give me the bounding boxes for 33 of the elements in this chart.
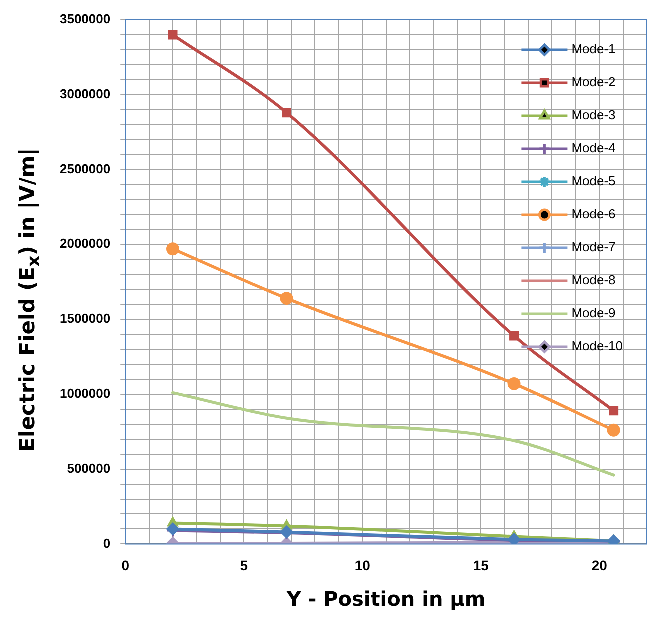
y-tick-label: 3500000 [60, 12, 111, 27]
x-axis-title: Y - Position in µm [286, 587, 486, 612]
y-tick-label: 1500000 [60, 311, 111, 326]
x-tick-label: 20 [592, 557, 608, 574]
y-tick-label: 0 [103, 536, 111, 551]
legend-label: Mode-3 [572, 108, 616, 123]
line-series [172, 391, 616, 477]
y-tick-label: 500000 [67, 460, 111, 476]
point [168, 30, 178, 40]
point [510, 331, 520, 341]
legend-label: Mode-7 [572, 240, 616, 255]
x-tick-label: 15 [473, 557, 490, 574]
point [607, 424, 620, 437]
point [282, 108, 292, 118]
y-tick-label: 2500000 [60, 161, 111, 176]
legend-label: Mode-8 [572, 272, 616, 288]
point [609, 406, 619, 416]
legend-label: Mode-4 [572, 140, 616, 156]
legend-label: Mode-6 [572, 206, 616, 222]
point [166, 242, 180, 256]
legend-label: Mode-2 [572, 74, 616, 90]
y-tick-label: 1000000 [60, 386, 111, 402]
x-tick-label: 0 [122, 557, 130, 574]
point [280, 292, 294, 306]
x-tick-label: 5 [240, 557, 248, 574]
legend-label: Mode-5 [572, 174, 616, 189]
point [508, 377, 521, 390]
y-tick-label: 2000000 [60, 236, 111, 252]
y-tick-label: 3000000 [60, 86, 111, 102]
legend-label: Mode-10 [572, 338, 624, 354]
legend-label: Mode-9 [572, 306, 616, 321]
x-tick-label: 10 [354, 557, 371, 574]
legend-label: Mode-1 [572, 42, 616, 57]
